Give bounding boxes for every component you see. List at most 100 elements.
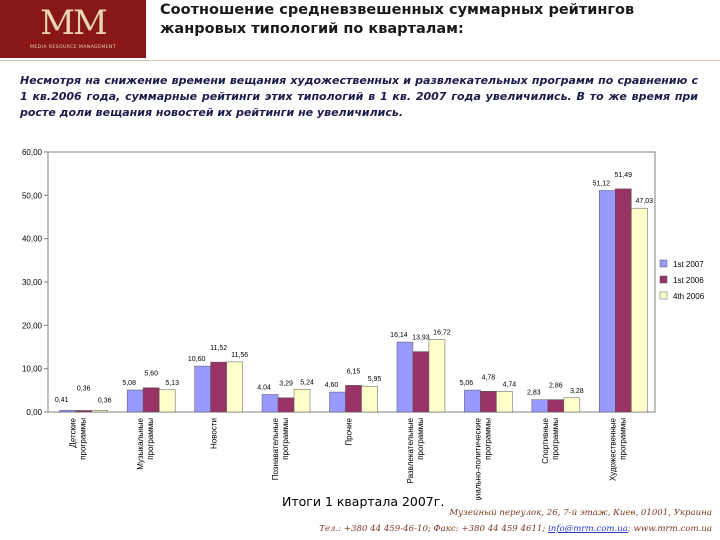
x-category-label-line: Познавательные xyxy=(271,417,280,480)
chart-caption: Итоги 1 квартала 2007г. xyxy=(282,494,445,509)
y-tick-label: 40,00 xyxy=(22,235,43,244)
y-tick-label: 0,00 xyxy=(26,408,42,417)
data-label: 5,24 xyxy=(300,379,314,386)
x-category-label: Детскиепрограммы xyxy=(69,417,88,459)
bar-1-7 xyxy=(464,389,481,413)
bar-3-2 xyxy=(158,389,176,413)
x-category-label-line: программы xyxy=(416,418,425,460)
bar-2-3 xyxy=(210,361,227,413)
x-category-label-line: программы xyxy=(551,418,560,460)
bar-1-1 xyxy=(59,409,76,413)
bar-2-7 xyxy=(480,391,497,413)
x-category-label: Музыкальныепрограммы xyxy=(136,417,155,469)
bar-1-4 xyxy=(261,394,279,413)
x-category-label: Спортивныепрограммы xyxy=(541,417,560,463)
y-tick-label: 50,00 xyxy=(22,191,43,200)
intro-text: Несмотря на снижение времени вещания худ… xyxy=(20,74,698,119)
bar-1-6 xyxy=(396,341,414,413)
x-axis: Детскиепрограммы Музыкальныепрограммы Ново… xyxy=(69,417,628,500)
data-label: 2,86 xyxy=(549,383,563,390)
header-separator xyxy=(0,60,720,61)
bar-2-9 xyxy=(615,188,632,413)
data-label: 5,06 xyxy=(460,380,474,387)
bar-3-1 xyxy=(91,410,108,413)
x-category-label: Прочие xyxy=(345,417,354,445)
bar-3-7 xyxy=(496,391,513,413)
data-label: 0,41 xyxy=(55,397,69,404)
footer-email-link[interactable]: info@mrm.com.ua xyxy=(548,524,628,534)
bar-2-1 xyxy=(75,410,92,413)
data-label: 11,52 xyxy=(210,345,227,352)
data-label: 4,78 xyxy=(482,374,496,381)
legend-swatch-2 xyxy=(659,275,668,284)
footer-phone-fax: Тел.: +380 44 459-46-10; Факс: +380 44 4… xyxy=(319,524,546,534)
footer-address: Музейный переулок, 26, 7-й этаж, Киев, 0… xyxy=(449,508,712,518)
y-tick-label: 30,00 xyxy=(22,278,43,287)
legend-swatch-1 xyxy=(659,259,668,268)
data-label: 2,83 xyxy=(527,390,541,397)
x-category-label-line: Прочие xyxy=(345,417,354,445)
y-tick-label: 60,00 xyxy=(22,148,43,157)
x-category-label-line: программы xyxy=(483,418,492,460)
data-label: 4,04 xyxy=(257,384,271,391)
data-label: 4,60 xyxy=(325,382,339,389)
legend-label-2: 1st 2006 xyxy=(673,276,704,285)
bar-1-5 xyxy=(329,391,346,413)
data-label: 5,08 xyxy=(122,380,136,387)
x-category-label-line: программы xyxy=(281,418,290,460)
ratings-bar-chart: 0,00 10,00 20,00 30,00 40,00 50,00 60,00 0,41 0… xyxy=(22,148,705,500)
data-label: 5,95 xyxy=(368,376,382,383)
y-axis: 0,00 10,00 20,00 30,00 40,00 50,00 60,00 xyxy=(22,148,48,417)
bar-2-2 xyxy=(142,387,160,413)
data-label: 3,28 xyxy=(570,388,584,395)
x-category-label-line: Новости xyxy=(210,418,219,449)
data-label: 10,60 xyxy=(188,356,206,363)
bar-3-3 xyxy=(226,361,243,413)
data-label: 0,36 xyxy=(98,397,112,404)
x-category-label-line: Социально-политические xyxy=(473,417,482,500)
company-logo: MM MEDIA RESOURCE MANAGEMENT xyxy=(0,0,146,58)
data-label: 5,60 xyxy=(144,371,158,378)
logo-mark: MM xyxy=(40,3,108,43)
bar-1-2 xyxy=(126,389,144,413)
logo-subtitle: MEDIA RESOURCE MANAGEMENT xyxy=(29,45,117,50)
bar-2-4 xyxy=(277,397,295,413)
bar-2-6 xyxy=(412,351,430,413)
x-category-label: Познавательныепрограммы xyxy=(271,417,290,480)
x-category-label-line: Спортивные xyxy=(541,417,550,463)
bar-3-8 xyxy=(563,397,581,413)
data-label: 6,15 xyxy=(347,368,361,375)
legend: 1st 2007 1st 2006 4th 2006 xyxy=(659,259,705,301)
legend-label-1: 1st 2007 xyxy=(673,260,704,269)
legend-label-3: 4th 2006 xyxy=(673,292,705,301)
data-label: 47,03 xyxy=(636,198,654,205)
data-label: 16,72 xyxy=(433,330,451,337)
footer-contacts: Тел.: +380 44 459-46-10; Факс: +380 44 4… xyxy=(319,524,712,534)
bar-1-8 xyxy=(531,399,549,413)
bar-3-9 xyxy=(631,207,648,413)
bar-3-4 xyxy=(293,389,311,413)
legend-swatch-3 xyxy=(659,291,668,300)
data-label: 51,12 xyxy=(593,180,611,187)
bar-2-5 xyxy=(345,385,362,413)
x-category-label-line: Развлекательные xyxy=(406,417,415,483)
bar-3-6 xyxy=(428,339,446,413)
x-category-label-line: Детские xyxy=(69,417,78,447)
x-category-label: Социально-политическиепрограммы xyxy=(473,417,492,500)
data-label: 51,49 xyxy=(615,172,633,179)
bars xyxy=(59,188,648,413)
x-category-label-line: программы xyxy=(79,418,88,460)
x-category-label: Развлекательныепрограммы xyxy=(406,417,425,483)
slide-title: Соотношение средневзвешенных суммарных р… xyxy=(160,2,635,37)
data-label: 11,56 xyxy=(231,352,248,359)
data-label: 3,29 xyxy=(279,381,293,388)
x-category-label: Художественныепрограммы xyxy=(608,417,627,481)
y-tick-label: 20,00 xyxy=(22,321,43,330)
y-tick-label: 10,00 xyxy=(22,365,43,374)
x-category-label-line: программы xyxy=(146,418,155,460)
x-category-label-line: программы xyxy=(618,418,627,460)
x-category-label: Новости xyxy=(210,418,219,449)
bar-1-3 xyxy=(194,365,211,413)
value-labels: 0,41 0,36 0,36 5,08 5,60 5,13 10,60 11,52 11,56 4… xyxy=(55,172,653,405)
bar-1-9 xyxy=(599,190,616,413)
